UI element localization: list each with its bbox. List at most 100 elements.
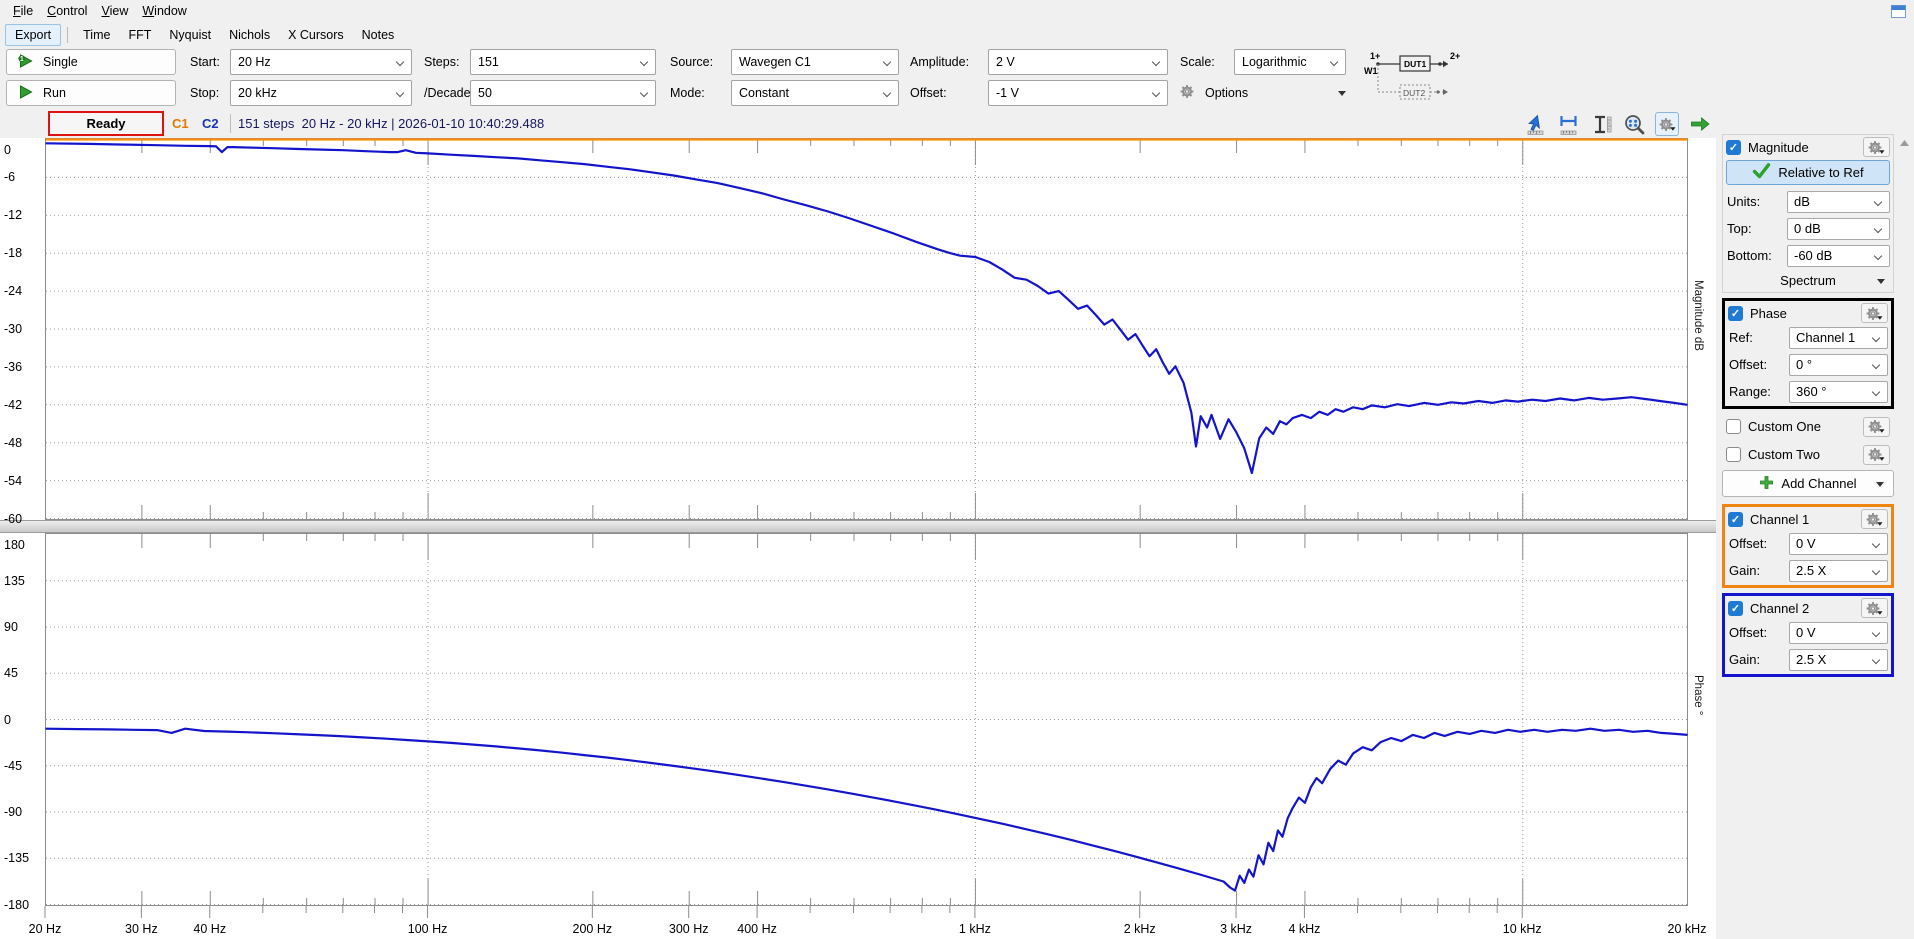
steps-label: Steps: [424, 55, 460, 69]
tab-fft[interactable]: FFT [128, 27, 152, 42]
menu-window[interactable]: Window [142, 4, 187, 18]
range-select[interactable]: 360 ° [1789, 380, 1888, 403]
relative-to-ref-button[interactable]: Relative to Ref [1726, 160, 1890, 185]
gear-menu-icon[interactable] [1655, 112, 1679, 136]
menu-file[interactable]: File [13, 4, 34, 18]
phase-plot[interactable] [45, 533, 1688, 906]
run-button-label: Run [43, 86, 66, 100]
gear-icon[interactable] [1861, 598, 1888, 618]
scale-value: Logarithmic [1242, 55, 1307, 69]
tab-export[interactable]: Export [5, 23, 62, 46]
tab-time[interactable]: Time [83, 27, 111, 42]
ref-select[interactable]: Channel 1 [1789, 326, 1888, 349]
options-dropdown-icon[interactable] [1338, 91, 1346, 96]
custom-one-checkbox[interactable] [1726, 419, 1741, 434]
magnitude-plot[interactable] [45, 138, 1688, 520]
gear-icon[interactable] [1863, 444, 1890, 465]
gear-icon[interactable] [1863, 416, 1890, 437]
custom-two-label: Custom Two [1748, 447, 1821, 462]
single-button[interactable]: 1 Single [6, 49, 176, 75]
y-axis-tick-label: -42 [4, 397, 23, 412]
channel1-checkbox[interactable]: ✓ [1728, 511, 1743, 527]
y-axis-tick-label: 45 [4, 666, 18, 681]
chevron-down-icon [882, 88, 892, 98]
scroll-up-icon[interactable] [1899, 136, 1910, 150]
tab-nyquist[interactable]: Nyquist [169, 27, 212, 42]
svg-text:1+: 1+ [1370, 51, 1380, 61]
channel2-offset-select[interactable]: 0 V [1789, 621, 1888, 644]
channel2-badge[interactable]: C2 [202, 116, 219, 131]
relative-to-ref-label: Relative to Ref [1778, 165, 1864, 180]
tab-nichols[interactable]: Nichols [229, 27, 271, 42]
add-channel-button[interactable]: Add Channel [1722, 470, 1894, 497]
y-axis-tick-label: -24 [4, 284, 23, 299]
plot-splitter-handle[interactable] [0, 520, 1716, 533]
next-view-icon[interactable] [1688, 112, 1712, 136]
statusbar-separator [230, 114, 231, 133]
menu-control[interactable]: Control [47, 4, 88, 18]
offset-select[interactable]: -1 V [988, 80, 1168, 106]
vertical-cursor-icon[interactable] [1589, 112, 1613, 136]
units-label: Units: [1727, 194, 1761, 209]
steps-select[interactable]: 151 [470, 49, 656, 75]
scale-select[interactable]: Logarithmic [1234, 49, 1346, 75]
run-button[interactable]: Run [6, 80, 176, 106]
spectrum-section-toggle[interactable]: Spectrum [1723, 270, 1893, 292]
channel1-section-label: Channel 1 [1750, 511, 1810, 527]
per-decade-label: /Decade: [424, 86, 475, 100]
pointer-cursor-icon[interactable] [1523, 112, 1547, 136]
channel1-offset-select[interactable]: 0 V [1789, 532, 1888, 555]
zoom-icon[interactable] [1622, 112, 1646, 136]
svg-text:1: 1 [20, 56, 24, 63]
y-axis-tick-label: 90 [4, 620, 18, 634]
tab-x-cursors[interactable]: X Cursors [288, 27, 344, 42]
chevron-down-icon [1151, 88, 1161, 98]
x-axis-tick-label: 100 Hz [408, 922, 448, 936]
mode-value: Constant [739, 86, 790, 100]
custom-one-row: Custom One [1722, 414, 1894, 439]
gear-icon[interactable] [1861, 509, 1888, 529]
check-icon [1752, 163, 1771, 182]
y-axis-tick-label: 0 [4, 712, 11, 727]
stop-select[interactable]: 20 kHz [230, 80, 412, 106]
options-button[interactable]: Options [1180, 80, 1346, 106]
per-decade-value: 50 [478, 86, 492, 100]
gear-icon[interactable] [1863, 137, 1890, 157]
start-select[interactable]: 20 Hz [230, 49, 412, 75]
units-select[interactable]: dB [1787, 190, 1890, 213]
window-logo-icon[interactable] [1891, 4, 1906, 18]
chevron-down-icon [1871, 539, 1881, 548]
x-axis-tick-label: 1 kHz [959, 922, 991, 936]
phase-offset-select[interactable]: 0 ° [1789, 353, 1888, 376]
custom-two-checkbox[interactable] [1726, 447, 1741, 462]
mode-select[interactable]: Constant [731, 80, 899, 106]
ref-label: Ref: [1729, 330, 1753, 345]
amplitude-value: 2 V [996, 55, 1015, 69]
horizontal-cursor-icon[interactable] [1556, 112, 1580, 136]
mode-label: Mode: [670, 86, 705, 100]
gear-icon[interactable] [1861, 303, 1888, 323]
channel2-checkbox[interactable]: ✓ [1728, 600, 1743, 616]
scale-label: Scale: [1180, 55, 1215, 69]
channel1-gain-select[interactable]: 2.5 X [1789, 559, 1888, 582]
y-axis-tick-label: -36 [4, 359, 23, 374]
chevron-down-icon [1151, 57, 1161, 67]
amplitude-select[interactable]: 2 V [988, 49, 1168, 75]
add-channel-dropdown-icon[interactable] [1876, 482, 1884, 487]
top-select[interactable]: 0 dB [1787, 217, 1890, 240]
magnitude-checkbox[interactable]: ✓ [1726, 139, 1741, 155]
bottom-select[interactable]: -60 dB [1787, 244, 1890, 267]
start-label: Start: [190, 55, 220, 69]
bode-plot-region: 20 Hz 30 Hz 40 Hz 100 Hz 200 Hz 300 Hz 400 Hz 1… [0, 138, 1716, 939]
per-decade-select[interactable]: 50 [470, 80, 656, 106]
x-axis-tick-label: 3 kHz [1220, 922, 1252, 936]
status-badge: Ready [48, 111, 164, 136]
menu-view[interactable]: View [101, 4, 129, 18]
channel1-badge[interactable]: C1 [172, 116, 189, 131]
y-axis-tick-label: -30 [4, 322, 23, 336]
phase-checkbox[interactable]: ✓ [1728, 305, 1743, 321]
source-select[interactable]: Wavegen C1 [731, 49, 899, 75]
tab-notes[interactable]: Notes [361, 27, 395, 42]
y-axis-tick-label: -45 [4, 758, 23, 773]
channel2-gain-select[interactable]: 2.5 X [1789, 648, 1888, 671]
